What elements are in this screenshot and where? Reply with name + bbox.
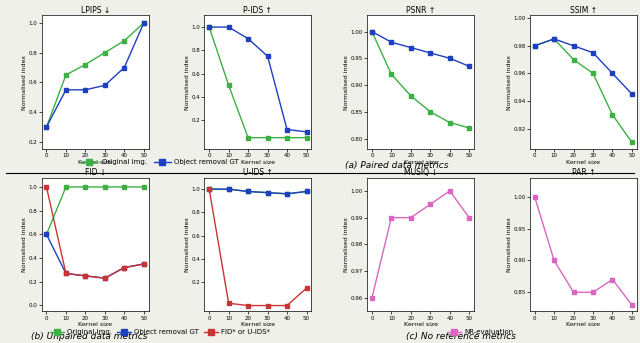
X-axis label: Kernel size: Kernel size bbox=[566, 322, 600, 327]
Title: PSNR ↑: PSNR ↑ bbox=[406, 5, 435, 15]
Title: P-IDS ↑: P-IDS ↑ bbox=[243, 5, 272, 15]
Y-axis label: Normalised index: Normalised index bbox=[22, 217, 28, 272]
Text: (b) Unpaired data metrics: (b) Unpaired data metrics bbox=[31, 332, 148, 341]
X-axis label: Kernel size: Kernel size bbox=[404, 160, 438, 165]
Title: FID ↓: FID ↓ bbox=[84, 168, 106, 177]
Title: LPIPS ↓: LPIPS ↓ bbox=[81, 5, 109, 15]
Title: U-IDS ↑: U-IDS ↑ bbox=[243, 168, 273, 177]
X-axis label: Kernel size: Kernel size bbox=[566, 160, 600, 165]
Y-axis label: Normalised index: Normalised index bbox=[344, 55, 349, 110]
Y-axis label: Normalised index: Normalised index bbox=[185, 55, 190, 110]
Y-axis label: Normalised index: Normalised index bbox=[507, 55, 512, 110]
Title: SSIM ↑: SSIM ↑ bbox=[570, 5, 597, 15]
Text: (c) No reference metrics: (c) No reference metrics bbox=[406, 332, 516, 341]
Y-axis label: Normalised index: Normalised index bbox=[507, 217, 512, 272]
Y-axis label: Normalised index: Normalised index bbox=[185, 217, 190, 272]
Legend: NR-evaluation: NR-evaluation bbox=[444, 326, 516, 338]
X-axis label: Kernel size: Kernel size bbox=[78, 322, 112, 327]
X-axis label: Kernel size: Kernel size bbox=[241, 322, 275, 327]
X-axis label: Kernel size: Kernel size bbox=[78, 160, 112, 165]
Y-axis label: Normalised index: Normalised index bbox=[344, 217, 349, 272]
Y-axis label: Normalised index: Normalised index bbox=[22, 55, 28, 110]
Text: (a) Paired data metrics: (a) Paired data metrics bbox=[345, 161, 449, 170]
Legend: Original img., Object removal GT: Original img., Object removal GT bbox=[78, 156, 242, 168]
X-axis label: Kernel size: Kernel size bbox=[241, 160, 275, 165]
Title: PAR ↑: PAR ↑ bbox=[572, 168, 595, 177]
Title: MUSIQ ↓: MUSIQ ↓ bbox=[404, 168, 437, 177]
X-axis label: Kernel size: Kernel size bbox=[404, 322, 438, 327]
Legend: Original img., Object removal GT, FID* or U-IDS*: Original img., Object removal GT, FID* o… bbox=[47, 326, 273, 338]
